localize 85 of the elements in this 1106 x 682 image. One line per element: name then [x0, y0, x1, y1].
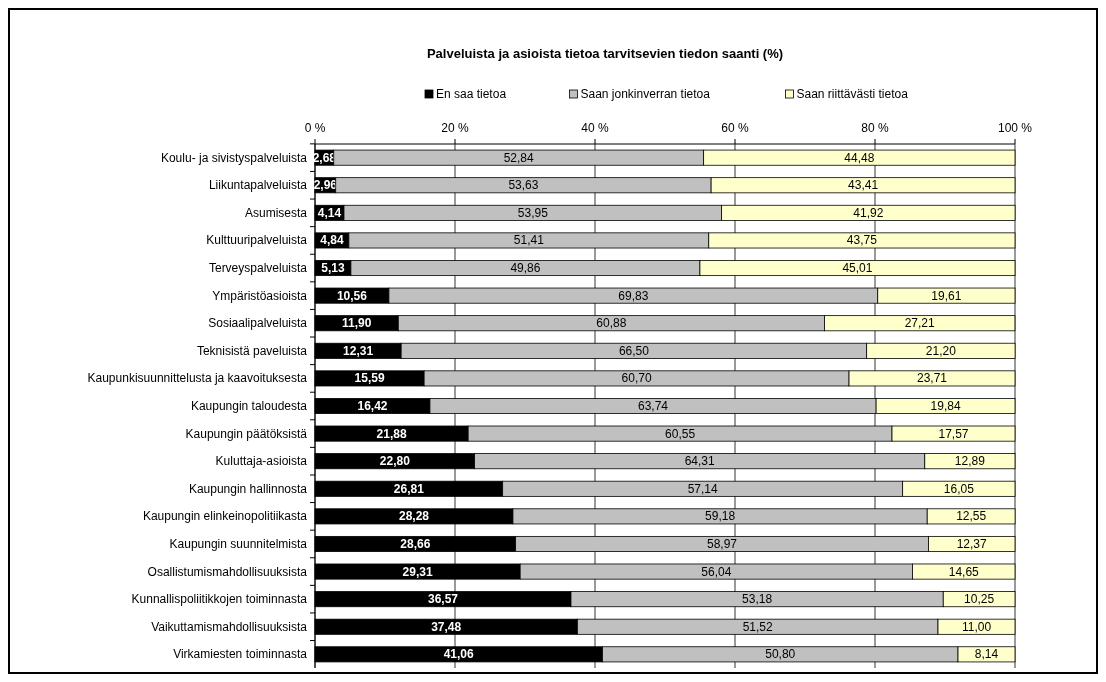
data-label: 14,65: [948, 564, 980, 579]
data-label: 41,92: [853, 205, 884, 220]
x-tick-label: 80 %: [861, 121, 889, 135]
data-label: 41,06: [443, 647, 475, 662]
y-tick-label: Kulttuuripalveluista: [206, 233, 308, 248]
y-tick-label: Kaupungin päätöksistä: [185, 426, 308, 441]
data-label: 43,75: [846, 233, 878, 248]
data-label: 53,18: [742, 592, 773, 607]
data-label: 11,90: [341, 316, 372, 331]
y-tick-label: Kaupungin hallinnosta: [188, 481, 308, 496]
data-label: 4,84: [320, 233, 344, 248]
data-label: 5,13: [321, 261, 345, 276]
data-label: 28,28: [398, 509, 430, 524]
data-label: 53,63: [508, 178, 539, 193]
data-label: 49,86: [510, 261, 541, 276]
data-label: 23,71: [917, 371, 948, 386]
data-label: 16,42: [357, 399, 388, 413]
data-label: 64,31: [684, 454, 716, 469]
y-tick-label: Asumisesta: [244, 205, 308, 220]
data-label: 60,70: [621, 371, 652, 386]
data-label: 16,05: [943, 481, 975, 496]
data-label: 12,55: [956, 509, 987, 524]
data-label: 53,95: [517, 205, 549, 220]
data-label: 29,31: [402, 564, 433, 579]
y-tick-label: Kunnallispoliitikkojen toiminnasta: [131, 592, 308, 607]
x-tick-label: 100 %: [997, 121, 1033, 135]
chart-title: Palveluista ja asioista tietoa tarvitsevien tiedon saanti (%): [426, 46, 784, 61]
data-label: 43,41: [848, 178, 879, 193]
y-tick-label: Liikuntapalveluista: [208, 178, 308, 193]
data-label: 21,88: [376, 426, 407, 441]
data-label: 26,81: [393, 481, 425, 496]
data-label: 66,50: [618, 343, 650, 358]
data-label: 10,25: [964, 592, 995, 607]
data-label: 27,21: [904, 316, 936, 331]
data-label: 15,59: [354, 371, 385, 386]
data-label: 2,96: [313, 178, 338, 193]
data-label: 4,14: [317, 205, 342, 220]
legend-label: Saan riittävästi tietoa: [796, 87, 909, 101]
data-label: 8,14: [974, 647, 999, 662]
x-tick-label: 20 %: [441, 121, 469, 135]
data-label: 12,89: [954, 454, 986, 469]
data-label: 21,20: [925, 343, 957, 358]
data-label: 28,66: [400, 536, 431, 551]
legend-label: En saa tietoa: [436, 87, 507, 101]
y-tick-label: Virkamiesten toiminnasta: [173, 647, 308, 662]
data-label: 56,04: [701, 564, 732, 579]
data-label: 44,48: [844, 150, 875, 165]
y-tick-label: Kaupungin suunnitelmista: [169, 536, 308, 551]
data-label: 63,74: [638, 399, 669, 413]
y-tick-label: Kaupunkisuunnittelusta ja kaavoituksesta: [87, 371, 308, 386]
data-label: 37,48: [431, 619, 462, 634]
x-tick-label: 60 %: [721, 121, 749, 135]
y-tick-label: Kuluttaja-asioista: [215, 454, 308, 469]
y-tick-label: Kaupungin taloudesta: [190, 399, 308, 413]
data-label: 52,84: [503, 150, 535, 165]
x-tick-label: 0 %: [304, 121, 326, 135]
data-label: 36,57: [427, 592, 459, 607]
data-label: 57,14: [687, 481, 718, 496]
data-label: 50,80: [765, 647, 796, 662]
y-tick-label: Sosiaalipalveluista: [208, 316, 308, 331]
legend-label: Saan jonkinverran tietoa: [580, 87, 711, 101]
data-label: 12,37: [956, 536, 988, 551]
data-label: 12,31: [343, 343, 374, 358]
y-tick-label: Koulu- ja sivistyspalveluista: [160, 150, 308, 165]
y-tick-label: Vaikuttamismahdollisuuksista: [151, 619, 308, 634]
data-label: 11,00: [961, 619, 992, 634]
data-label: 45,01: [842, 261, 873, 276]
data-label: 69,83: [618, 288, 649, 303]
x-tick-label: 40 %: [581, 121, 609, 135]
y-tick-label: Osallistumismahdollisuuksista: [147, 564, 308, 579]
y-tick-label: Terveyspalveluista: [208, 261, 308, 276]
data-label: 10,56: [336, 288, 368, 303]
data-label: 60,88: [596, 316, 627, 331]
data-label: 19,61: [931, 288, 962, 303]
data-label: 19,84: [930, 399, 961, 413]
data-label: 51,41: [513, 233, 545, 248]
data-label: 22,80: [379, 454, 411, 469]
y-tick-label: Ympäristöasioista: [212, 288, 308, 303]
y-tick-label: Teknisistä paveluista: [196, 343, 308, 358]
data-label: 17,57: [938, 426, 969, 441]
data-label: 59,18: [705, 509, 736, 524]
data-label: 51,52: [742, 619, 774, 634]
y-tick-label: Kaupungin elinkeinopolitiikasta: [142, 509, 308, 524]
data-label: 58,97: [707, 536, 738, 551]
data-label: 60,55: [665, 426, 696, 441]
